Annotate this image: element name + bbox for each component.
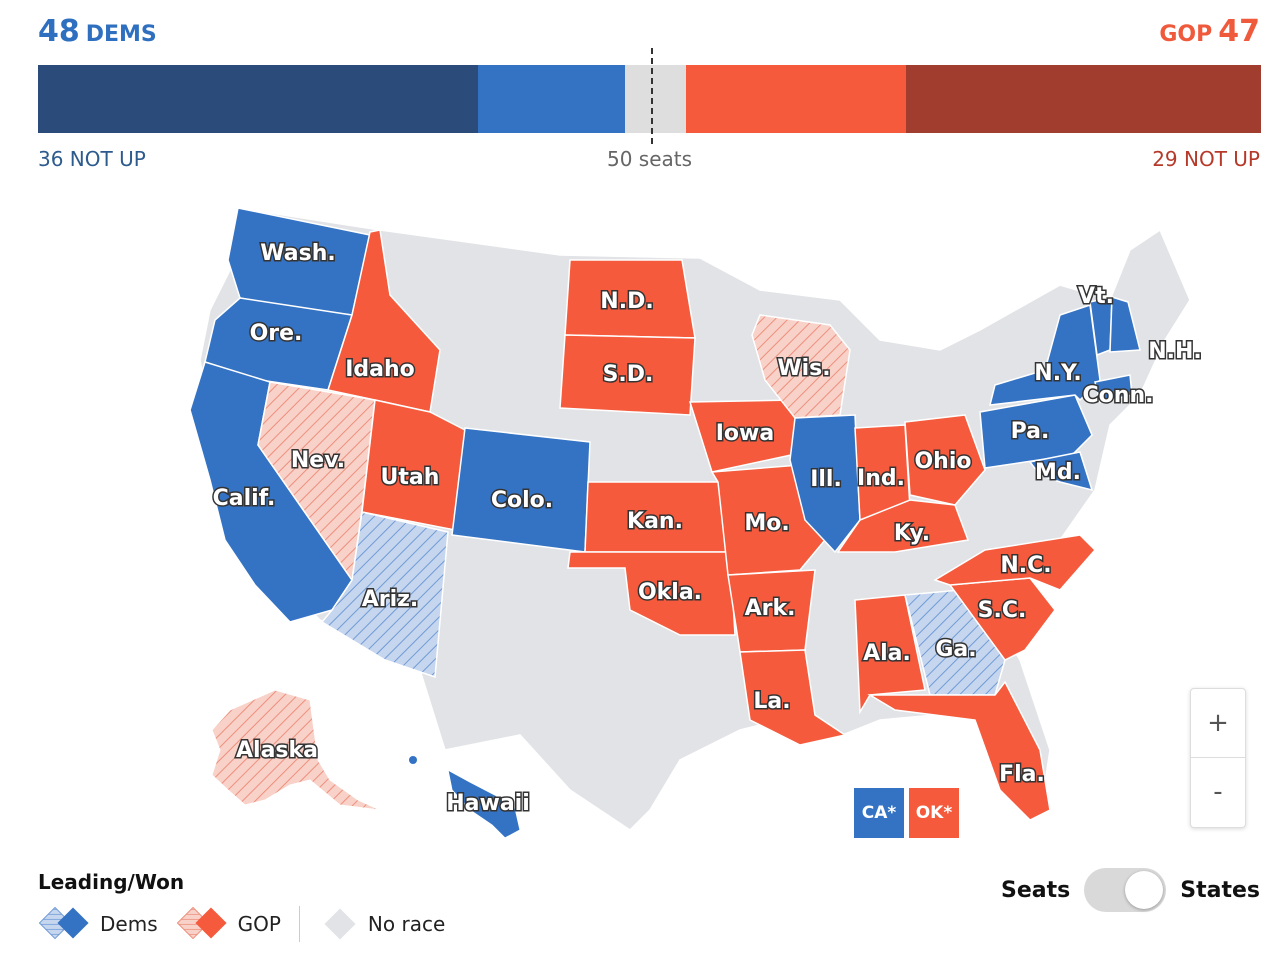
legend-no-race-label: No race xyxy=(367,912,446,936)
label-ct: Conn. xyxy=(1083,383,1154,408)
zoom-out-button[interactable]: - xyxy=(1213,777,1223,807)
dem-not-up-label: 36 NOT UP xyxy=(38,147,146,171)
state-ky[interactable] xyxy=(836,499,970,553)
label-oh: Ohio xyxy=(914,449,971,474)
state-fl[interactable] xyxy=(867,680,1051,821)
label-nh: N.H. xyxy=(1148,339,1202,364)
state-ga[interactable] xyxy=(904,589,1006,696)
label-ak: Alaska xyxy=(236,738,318,763)
state-ct[interactable] xyxy=(1094,374,1133,403)
seat-bar-segment-3 xyxy=(625,65,687,133)
majority-line xyxy=(651,48,653,144)
label-ga: Ga. xyxy=(935,637,976,662)
label-md: Md. xyxy=(1035,460,1081,485)
toggle-states-label[interactable]: States xyxy=(1180,877,1260,903)
label-la: La. xyxy=(753,689,790,714)
view-toggle: Seats States xyxy=(1001,868,1260,912)
label-ks: Kan. xyxy=(627,509,683,534)
label-ar: Ark. xyxy=(745,596,796,621)
label-sc: S.C. xyxy=(978,598,1027,623)
majority-seats-label: 50 seats xyxy=(607,147,693,171)
gop-diamond-icon xyxy=(176,906,227,940)
label-ny: N.Y. xyxy=(1034,361,1081,386)
label-wa: Wash. xyxy=(260,241,335,266)
label-mo: Mo. xyxy=(744,511,789,536)
dem-count-label: DEMS xyxy=(85,22,157,47)
state-oh[interactable] xyxy=(904,414,986,506)
alaska-shape[interactable] xyxy=(211,689,381,811)
label-or: Ore. xyxy=(250,321,303,346)
legend-title: Leading/Won xyxy=(38,870,185,894)
label-al: Ala. xyxy=(863,641,911,666)
legend-divider xyxy=(298,906,300,942)
seat-bar-segment-2 xyxy=(478,65,626,133)
toggle-seats-label[interactable]: Seats xyxy=(1001,877,1071,903)
state-nh[interactable] xyxy=(1109,295,1141,353)
state-nc[interactable] xyxy=(933,534,1097,591)
label-ky: Ky. xyxy=(894,521,930,546)
gop-seat-count: GOP 47 xyxy=(1159,14,1260,49)
us-senate-map[interactable]: Wash. Ore. Calif. Nev. Idaho Utah Ariz. … xyxy=(0,190,1280,850)
state-al[interactable] xyxy=(854,594,926,715)
label-hi: Hawaii xyxy=(446,791,530,816)
dem-count-number: 48 xyxy=(38,14,80,49)
label-nd: N.D. xyxy=(600,289,653,314)
label-wi: Wis. xyxy=(777,356,830,381)
legend-gop-label: GOP xyxy=(237,912,281,936)
label-ia: Iowa xyxy=(716,421,774,446)
label-az: Ariz. xyxy=(362,587,419,612)
hawaii-island xyxy=(409,756,417,764)
zoom-divider xyxy=(1191,757,1245,758)
state-az[interactable] xyxy=(320,511,449,679)
legend: Dems GOP No race xyxy=(38,904,463,944)
seat-balance-bar xyxy=(38,65,1261,133)
label-ut: Utah xyxy=(381,465,440,490)
seat-bar-segment-1 xyxy=(38,65,479,133)
seat-bar-segment-4 xyxy=(686,65,907,133)
label-in: Ind. xyxy=(857,466,905,491)
dems-diamond-icon xyxy=(38,906,89,940)
state-sd[interactable] xyxy=(559,334,696,416)
hawaii-shape[interactable] xyxy=(447,769,521,839)
legend-dems: Dems xyxy=(38,906,158,942)
state-ny[interactable] xyxy=(989,304,1101,406)
label-nc: N.C. xyxy=(1000,553,1051,578)
zoom-control: + - xyxy=(1190,688,1246,828)
label-sd: S.D. xyxy=(603,362,654,387)
switch-knob[interactable] xyxy=(1125,871,1164,909)
state-md[interactable] xyxy=(1028,451,1094,492)
legend-gop: GOP xyxy=(176,906,281,942)
gop-not-up-label: 29 NOT UP xyxy=(1152,147,1260,171)
label-nv: Nev. xyxy=(291,448,345,473)
label-id: Idaho xyxy=(345,357,415,382)
special-election-box-ca[interactable]: CA* xyxy=(854,788,904,838)
gop-count-label: GOP xyxy=(1159,22,1213,47)
state-la[interactable] xyxy=(739,649,847,746)
label-co: Colo. xyxy=(491,488,553,513)
legend-dems-label: Dems xyxy=(100,912,158,936)
gop-count-number: 47 xyxy=(1218,14,1260,49)
label-il: Ill. xyxy=(810,467,842,492)
special-election-box-ok[interactable]: OK* xyxy=(909,788,959,838)
seat-bar-segment-5 xyxy=(906,65,1261,133)
label-fl: Fla. xyxy=(999,762,1045,787)
zoom-in-button[interactable]: + xyxy=(1207,708,1229,738)
label-ca: Calif. xyxy=(213,486,276,511)
label-ok: Okla. xyxy=(638,580,702,605)
label-vt: Vt. xyxy=(1078,284,1114,309)
no-race-diamond-icon xyxy=(324,908,356,940)
seats-states-switch[interactable] xyxy=(1084,868,1167,912)
label-pa: Pa. xyxy=(1011,419,1050,444)
dem-seat-count: 48 DEMS xyxy=(38,14,157,49)
legend-no-race: No race xyxy=(322,906,445,942)
state-il[interactable] xyxy=(789,414,861,554)
state-pa[interactable] xyxy=(979,394,1093,469)
